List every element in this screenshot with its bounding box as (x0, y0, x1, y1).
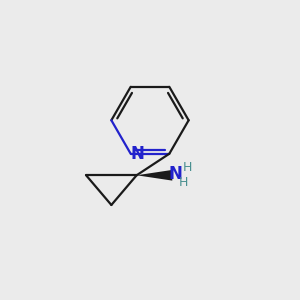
Polygon shape (136, 170, 172, 181)
Text: N: N (131, 145, 145, 163)
Text: H: H (183, 161, 192, 174)
Text: H: H (179, 176, 188, 190)
Text: N: N (169, 165, 183, 183)
